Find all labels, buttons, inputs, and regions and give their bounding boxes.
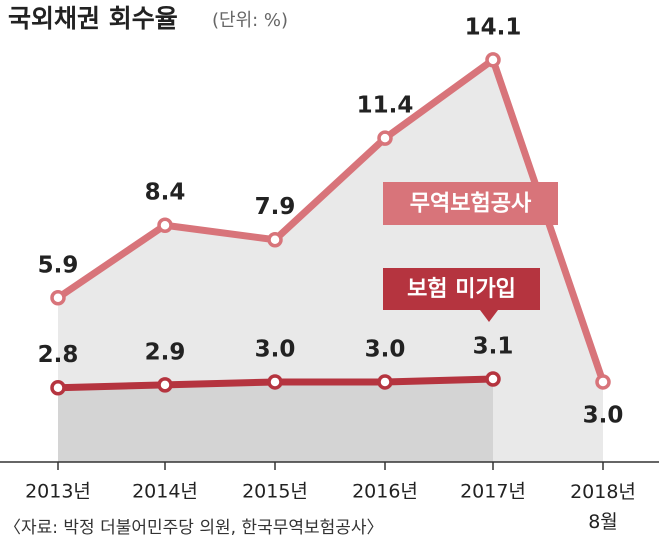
- data-label: 3.0: [255, 336, 296, 362]
- data-label: 3.0: [583, 402, 624, 428]
- series-line: [56, 56, 607, 384]
- legend-box: [383, 268, 540, 310]
- x-tick-label: 2017년: [460, 481, 526, 503]
- data-label: 14.1: [465, 14, 522, 40]
- data-label: 3.1: [473, 334, 514, 360]
- legend-pointer: [480, 310, 498, 322]
- marker: [485, 371, 501, 387]
- marker: [377, 374, 393, 390]
- data-label: 8.4: [145, 180, 186, 206]
- marker: [267, 231, 283, 248]
- marker: [377, 130, 393, 146]
- marker: [267, 374, 283, 390]
- data-label: 3.0: [365, 336, 406, 362]
- data-label: 2.8: [38, 342, 79, 368]
- x-tick-label: 2016년: [352, 481, 418, 503]
- legend-label: 무역보험공사: [410, 191, 532, 217]
- marker: [595, 374, 611, 390]
- legend-box: [383, 182, 558, 225]
- data-label: 11.4: [357, 93, 414, 119]
- chart-title: 국외채권 회수율: [8, 4, 178, 33]
- marker: [50, 379, 66, 396]
- area: [58, 59, 603, 463]
- x-tick-label: 2015년: [242, 481, 308, 503]
- source: 〈자료: 박정 더불어민주당 의원, 한국무역보험공사〉: [4, 518, 384, 538]
- areas: [58, 59, 603, 463]
- chart-subtitle: (단위: %): [212, 10, 288, 31]
- legend-label: 보험 미가입: [407, 276, 516, 302]
- x-tick-label: 2018년 8월: [570, 481, 636, 533]
- data-label: 5.9: [38, 252, 79, 278]
- data-label: 2.9: [145, 339, 186, 365]
- x-tick-label: 2013년: [25, 481, 91, 503]
- x-tick-label: 2014년: [132, 481, 198, 503]
- marker: [50, 290, 66, 306]
- data-label: 7.9: [255, 194, 296, 220]
- marker: [157, 217, 173, 233]
- marker: [485, 52, 501, 68]
- marker: [157, 377, 173, 393]
- area: [58, 379, 493, 462]
